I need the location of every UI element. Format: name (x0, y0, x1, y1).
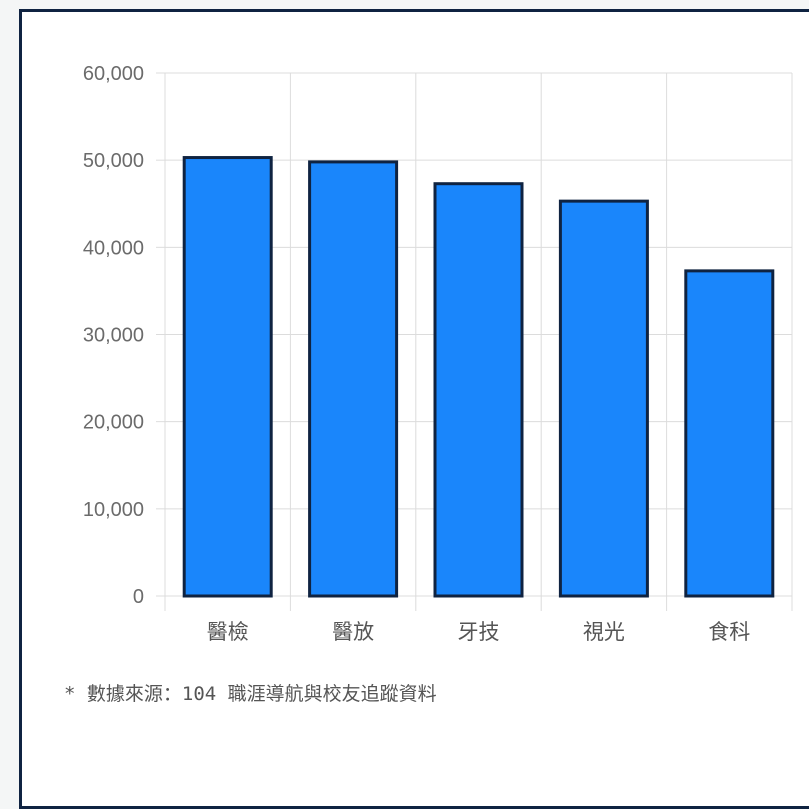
x-tick-label: 醫放 (332, 620, 374, 644)
bar (558, 199, 649, 598)
chart-card (19, 9, 809, 809)
bar (684, 269, 775, 598)
x-tick-label: 牙技 (458, 620, 500, 644)
y-tick-label: 30,000 (83, 325, 144, 347)
y-tick-label: 0 (133, 586, 144, 608)
x-tick-label: 醫檢 (207, 620, 249, 644)
y-tick-label: 60,000 (83, 63, 144, 85)
source-footnote: * 數據來源：104 職涯導航與校友追蹤資料 (64, 683, 437, 705)
x-tick-label: 食科 (708, 620, 750, 644)
x-tick-label: 視光 (583, 620, 625, 644)
x-axis: 醫檢 醫放 牙技 視光 食科 (207, 620, 751, 644)
bar-chart: 0 10,000 20,000 30,000 40,000 50,000 60,000 醫檢… (83, 63, 793, 644)
bar (433, 182, 524, 598)
bars (182, 156, 775, 598)
bar (308, 160, 399, 598)
y-axis: 0 10,000 20,000 30,000 40,000 50,000 60,000 (83, 63, 165, 608)
y-tick-label: 20,000 (83, 412, 144, 434)
y-tick-label: 40,000 (83, 237, 144, 259)
bar (182, 156, 273, 598)
y-tick-label: 50,000 (83, 150, 144, 172)
y-tick-label: 10,000 (83, 499, 144, 521)
